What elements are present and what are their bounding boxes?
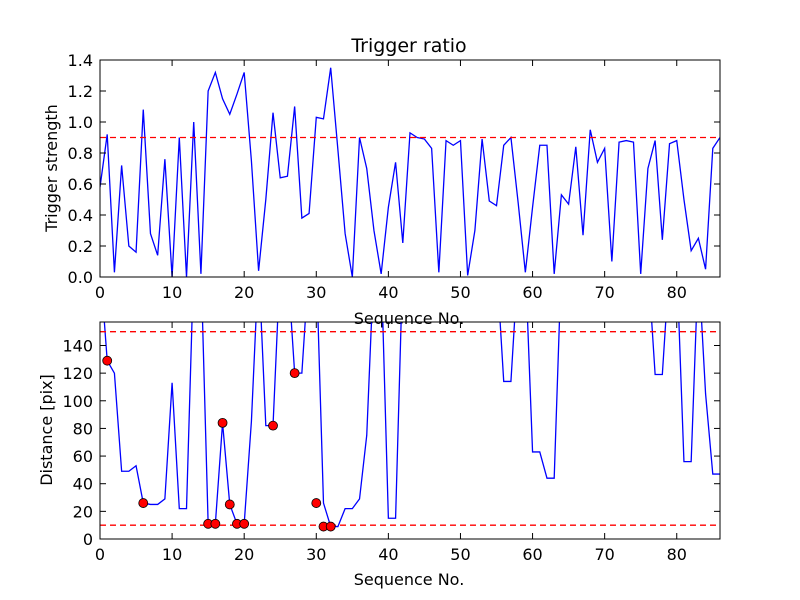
bottom-y-tick-label-6: 120 [62,364,93,383]
bottom-marker-point-7 [239,518,250,529]
top-x-axis-label: Sequence No. [354,309,465,328]
bottom-y-tick-label-7: 140 [62,336,93,355]
bottom-marker-point-8 [268,420,278,431]
bottom-y-tick-label-5: 100 [62,392,93,411]
bottom-x-tick-label-8: 80 [667,545,687,564]
bottom-marker-point-12 [325,521,336,532]
bottom-x-tick-label-1: 10 [162,545,182,564]
top-y-tick-label-3: 0.6 [68,175,93,194]
bottom-y-tick-label-1: 20 [73,502,93,521]
top-y-tick-label-6: 1.2 [68,82,93,101]
bottom-x-tick-label-3: 30 [306,545,326,564]
top-y-tick-label-7: 1.4 [68,51,93,70]
top-x-tick-label-5: 50 [450,283,470,302]
bottom-data-line [103,322,720,528]
bottom-marker-point-10 [311,498,322,508]
top-plot-frame [99,59,721,278]
bottom-marker-point-1 [138,498,149,508]
top-x-tick-label-1: 10 [162,283,182,302]
distance-plot: Sequence No. Distance [pix] 0 10 20 30 40 50 6… [37,321,721,589]
bottom-x-tick-label-2: 20 [234,545,254,564]
bottom-x-tick-label-4: 40 [378,545,398,564]
bottom-y-tick-label-2: 40 [73,475,93,494]
top-y-tick-label-4: 0.8 [68,144,93,163]
top-x-tick-label-8: 80 [667,283,687,302]
top-data-line [100,67,720,277]
bottom-marker-point-4 [217,417,228,428]
top-y-tick-label-2: 0.4 [68,206,93,225]
bottom-x-tick-label-0: 0 [95,545,105,564]
top-x-tick-label-2: 20 [234,283,254,302]
top-chart-title: Trigger ratio [350,35,466,57]
bottom-x-axis-label: Sequence No. [354,570,465,589]
bottom-x-tick-label-7: 70 [594,545,614,564]
top-x-tick-label-7: 70 [594,283,614,302]
bottom-marker-point-9 [289,368,300,379]
bottom-marker-point-3 [210,518,221,529]
bottom-y-tick-label-3: 60 [73,447,93,466]
bottom-x-tick-label-6: 60 [522,545,542,564]
top-y-axis-label: Trigger strength [42,104,61,233]
top-y-tick-label-1: 0.2 [68,237,93,256]
top-y-tick-label-5: 1.0 [68,113,93,132]
bottom-y-axis-label: Distance [pix] [37,374,56,486]
bottom-marker-point-0 [102,355,113,366]
bottom-plot-frame [99,321,721,540]
bottom-x-tick-label-5: 50 [450,545,470,564]
bottom-marker-point-5 [224,499,235,510]
top-x-tick-label-0: 0 [95,283,105,302]
trigger-ratio-plot: Trigger ratio Sequence No. Trigger stren… [42,35,721,328]
top-x-tick-label-3: 30 [306,283,326,302]
bottom-y-tick-label-0: 0 [83,530,93,549]
top-y-tick-label-0: 0.0 [68,268,93,287]
top-x-tick-label-6: 60 [522,283,542,302]
bottom-y-tick-label-4: 80 [73,419,93,438]
top-x-tick-label-4: 40 [378,283,398,302]
